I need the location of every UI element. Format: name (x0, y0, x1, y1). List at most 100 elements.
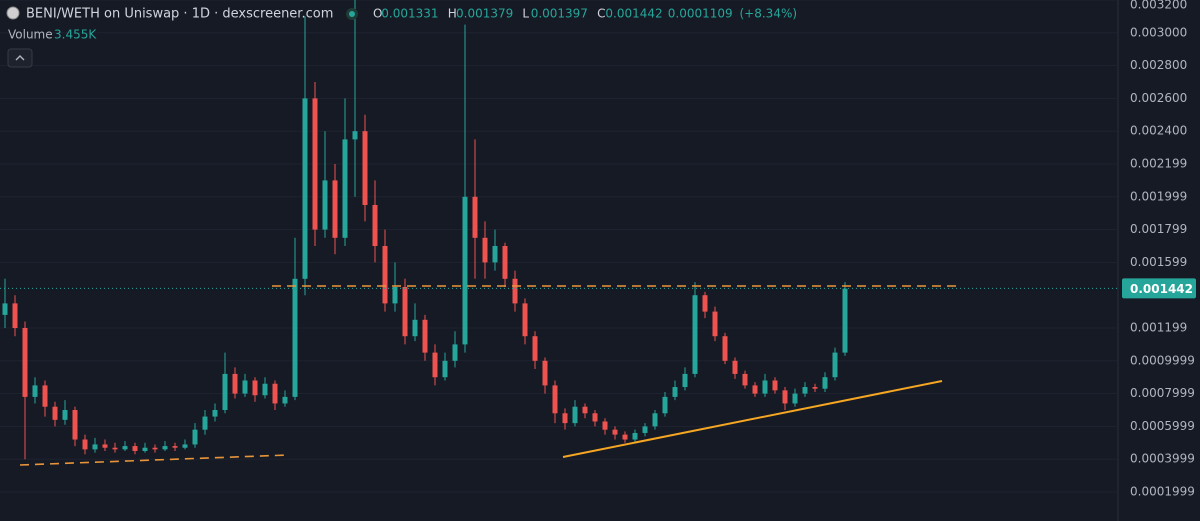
candle-body (92, 444, 98, 450)
volume-label: Volume (8, 28, 53, 42)
token-logo (6, 6, 20, 20)
candle-body (172, 446, 178, 448)
candle-body (592, 413, 598, 422)
candle-body (42, 385, 48, 407)
collapse-button[interactable] (7, 48, 33, 68)
y-tick-label: 0.003000 (1130, 25, 1187, 39)
candle-body (802, 387, 808, 394)
candle-body (12, 303, 18, 329)
y-tick-label: 0.002400 (1130, 124, 1187, 138)
y-tick-label: 0.002199 (1130, 157, 1187, 171)
candle-body (752, 385, 758, 394)
rising-trendline (562, 380, 943, 458)
candle-body (82, 439, 88, 450)
ohlc-value: 0.001379 (456, 7, 513, 21)
candle-body (262, 383, 268, 396)
candle-body (72, 410, 78, 440)
candle-body (742, 373, 748, 386)
candle-body (412, 319, 418, 337)
y-tick-label: 0.001799 (1130, 222, 1187, 236)
candle-body (152, 447, 158, 450)
change-percent: (+8.34%) (740, 7, 798, 21)
candle-body (792, 393, 798, 404)
candle-body (652, 413, 658, 427)
candle-body (252, 380, 258, 396)
last-price-badge (1122, 278, 1196, 299)
candle-body (682, 373, 688, 388)
candle-body (712, 311, 718, 337)
candle-body (842, 288, 848, 353)
candle-body (272, 383, 278, 404)
candle-body (392, 287, 398, 304)
candle-body (542, 360, 548, 386)
candle-body (772, 380, 778, 391)
candle-body (612, 429, 618, 435)
candle-body (442, 360, 448, 378)
candle-body (162, 446, 168, 450)
candle-body (672, 387, 678, 397)
candle-body (312, 98, 318, 230)
candle-body (822, 377, 828, 389)
candle-body (322, 180, 328, 230)
ohlc-key: L (522, 7, 529, 21)
y-tick-label: 0.002800 (1130, 58, 1187, 72)
candle-body (52, 406, 58, 420)
price-axis-panel (1118, 0, 1200, 521)
candle-body (102, 444, 108, 448)
y-tick-label: 0.0001999 (1130, 485, 1195, 499)
candle-body (532, 336, 538, 361)
candle-body (242, 380, 248, 394)
price-axis: 0.003200 0.003000 0.002800 0.002600 0.002400… (1130, 0, 1195, 499)
y-tick-label: 0.001599 (1130, 255, 1187, 269)
candle-body (502, 246, 508, 279)
change-value: 0.0001109 (668, 7, 733, 21)
candle-body (132, 446, 138, 452)
candle-body (332, 180, 338, 238)
candle-body (402, 287, 408, 337)
ohlc-key: H (448, 7, 457, 21)
candle-body (642, 426, 648, 433)
candle-body (702, 295, 708, 312)
ohlc-value: 0.001397 (531, 7, 588, 21)
candle-body (662, 396, 668, 414)
ohlc-value: 0.001331 (381, 7, 438, 21)
y-tick-label: 0.002600 (1130, 91, 1187, 105)
collapse-icon (15, 55, 25, 61)
candle-body (202, 416, 208, 430)
ohlc-legend: O0.001331 H 0.001379 L 0.001397 C 0.001442 0.00… (373, 7, 797, 21)
candle-body (112, 447, 118, 450)
candle-body (582, 406, 588, 414)
candle-body (22, 328, 28, 397)
candle-body (512, 278, 518, 304)
candles (2, 0, 848, 460)
candle-body (572, 406, 578, 424)
candle-body (722, 336, 728, 361)
candle-body (342, 139, 348, 238)
candle-body (462, 196, 468, 345)
candle-body (622, 434, 628, 440)
y-tick-label: 0.001999 (1130, 189, 1187, 203)
y-tick-label: 0.0003999 (1130, 452, 1195, 466)
candle-body (372, 205, 378, 247)
candle-body (732, 360, 738, 374)
last-price-label: 0.001442 (1130, 282, 1193, 296)
candle-body (762, 380, 768, 394)
ohlc-key: O (373, 7, 382, 21)
candle-body (62, 410, 68, 420)
candle-body (602, 421, 608, 430)
status-dot (349, 11, 355, 17)
candle-body (182, 444, 188, 448)
ohlc-value: 0.001442 (605, 7, 662, 21)
chart-title: BENI/WETH on Uniswap · 1D · dexscreener.… (26, 7, 333, 22)
candle-body (382, 246, 388, 304)
y-tick-label: 0.0005999 (1130, 419, 1195, 433)
y-tick-label: 0.001199 (1130, 321, 1187, 335)
candle-body (362, 131, 368, 206)
candle-body (472, 196, 478, 238)
y-tick-label: 0.0007999 (1130, 386, 1195, 400)
candle-body (782, 390, 788, 404)
candle-body (352, 131, 358, 140)
candle-body (522, 303, 528, 337)
grid (0, 0, 1118, 493)
